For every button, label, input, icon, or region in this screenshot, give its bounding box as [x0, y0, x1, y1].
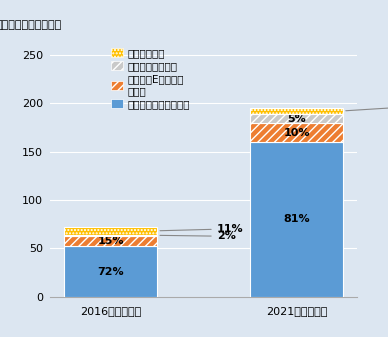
Text: 3%: 3%	[346, 102, 388, 112]
Text: 81%: 81%	[283, 214, 310, 224]
Bar	[64, 246, 157, 297]
Text: 10%: 10%	[283, 128, 310, 138]
Text: 2%: 2%	[160, 231, 236, 241]
Bar	[64, 236, 157, 246]
Text: 72%: 72%	[97, 267, 124, 277]
Text: （エクサバイト／月）: （エクサバイト／月）	[0, 20, 62, 30]
Bar	[250, 108, 343, 114]
Bar	[250, 123, 343, 142]
Text: 15%: 15%	[97, 236, 124, 246]
Text: 11%: 11%	[160, 224, 243, 234]
Legend: ファイル共有, オンラインゲーム, ウェブ、Eメール、
データ, インターネットビデオ: ファイル共有, オンラインゲーム, ウェブ、Eメール、 データ, インターネット…	[111, 48, 190, 109]
Bar	[250, 114, 343, 123]
Text: 5%: 5%	[287, 114, 306, 124]
Bar	[250, 142, 343, 297]
Bar	[64, 227, 157, 235]
Bar	[64, 235, 157, 236]
